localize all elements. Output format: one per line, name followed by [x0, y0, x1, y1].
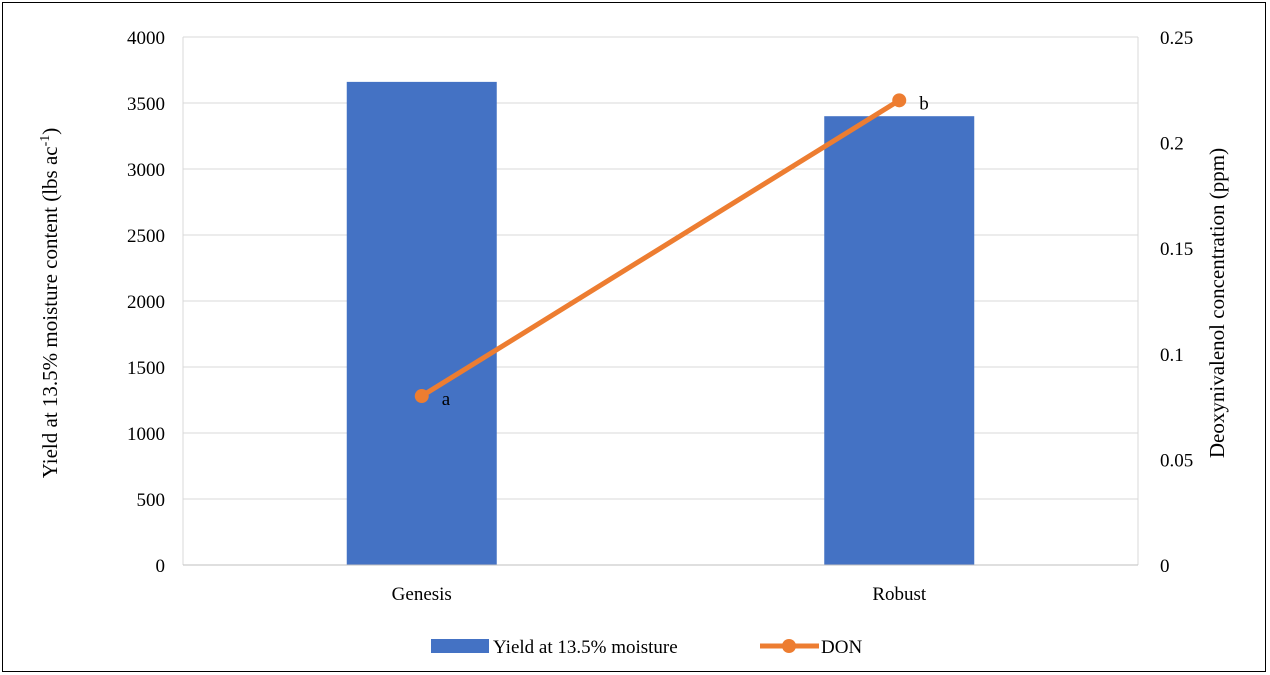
legend-swatch-yield [431, 639, 489, 653]
y-tick-label: 0 [156, 556, 166, 577]
y2-tick-label: 0.05 [1160, 450, 1193, 471]
y2-tick-label: 0.25 [1160, 28, 1193, 49]
bar [824, 116, 975, 565]
line-series: ab [414, 93, 929, 410]
x-tick-label: Robust [872, 584, 927, 605]
y-tick-label: 4000 [127, 28, 165, 49]
don-point [892, 93, 907, 108]
don-point [414, 389, 429, 404]
bar [346, 81, 497, 565]
y-tick-label: 1000 [127, 424, 165, 445]
right-tick-labels: 0 0.05 0.1 0.15 0.2 0.25 [1160, 28, 1193, 577]
y-tick-label: 3500 [127, 94, 165, 115]
y-tick-label: 1500 [127, 358, 165, 379]
axes [182, 37, 1139, 566]
gridlines [183, 36, 1138, 566]
y2-tick-label: 0.1 [1160, 345, 1184, 366]
legend-label-don: DON [821, 637, 862, 658]
legend-marker-don [782, 639, 796, 653]
point-annotation: a [442, 389, 451, 410]
y-axis-title: Yield at 13.5% moisture content (lbs ac-… [38, 128, 62, 479]
y-tick-label: 3000 [127, 160, 165, 181]
x-tick-label: Genesis [392, 584, 452, 605]
y2-tick-label: 0.15 [1160, 239, 1193, 260]
y2-tick-label: 0.2 [1160, 134, 1184, 155]
left-tick-labels: 0 500 1000 1500 2000 2500 3000 3500 4000 [127, 28, 165, 577]
category-tick-labels: Genesis Robust [392, 584, 927, 605]
legend: Yield at 13.5% moisture DON [431, 637, 862, 658]
y2-axis-title: Deoxynivalenol concentration (ppm) [1205, 148, 1229, 458]
legend-label-yield: Yield at 13.5% moisture [493, 637, 678, 658]
y2-tick-label: 0 [1160, 556, 1170, 577]
don-line [419, 97, 902, 399]
y-tick-label: 2500 [127, 226, 165, 247]
y-tick-label: 2000 [127, 292, 165, 313]
y-tick-label: 500 [137, 490, 166, 511]
point-annotation: b [919, 93, 929, 114]
bar-series [346, 81, 975, 565]
